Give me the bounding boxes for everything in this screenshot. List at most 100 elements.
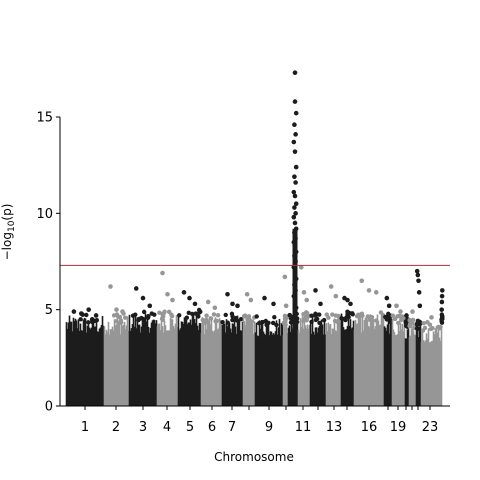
data-point bbox=[313, 288, 318, 293]
x-tick-label: 2 bbox=[112, 420, 120, 435]
data-point bbox=[246, 316, 251, 322]
data-point bbox=[430, 326, 435, 331]
data-point bbox=[90, 318, 95, 323]
data-point bbox=[160, 317, 166, 323]
data-point bbox=[234, 318, 240, 323]
data-point bbox=[212, 305, 218, 311]
data-point bbox=[149, 311, 155, 316]
x-tick-label: 7 bbox=[228, 420, 236, 435]
x-tick-label: 4 bbox=[163, 420, 171, 435]
data-point bbox=[345, 297, 350, 303]
data-point bbox=[288, 316, 294, 321]
data-point bbox=[263, 318, 269, 324]
chromosome-16-points bbox=[353, 278, 386, 406]
data-point bbox=[417, 321, 423, 327]
data-point bbox=[386, 311, 391, 317]
data-point bbox=[147, 303, 153, 309]
y-axis-label: −log10(p) bbox=[0, 204, 17, 261]
data-point bbox=[161, 313, 166, 319]
data-point bbox=[293, 110, 299, 116]
data-point bbox=[79, 311, 84, 316]
data-point bbox=[427, 322, 433, 327]
data-point bbox=[292, 174, 297, 180]
chromosome-22-points bbox=[420, 315, 443, 406]
data-point bbox=[111, 313, 117, 318]
data-point bbox=[94, 317, 100, 323]
data-point bbox=[84, 312, 89, 318]
data-point bbox=[410, 317, 416, 323]
data-point bbox=[184, 315, 190, 320]
data-point bbox=[301, 318, 306, 324]
x-tick-label: 6 bbox=[208, 420, 216, 435]
data-point bbox=[366, 288, 372, 293]
data-point bbox=[360, 313, 365, 318]
data-points bbox=[65, 70, 445, 406]
data-point bbox=[292, 193, 298, 199]
data-point bbox=[378, 310, 384, 315]
data-point bbox=[411, 326, 416, 331]
data-point bbox=[293, 164, 299, 170]
data-point bbox=[315, 316, 320, 322]
data-point bbox=[321, 317, 327, 323]
data-point bbox=[398, 309, 403, 314]
data-point bbox=[230, 314, 235, 319]
data-point bbox=[420, 328, 426, 333]
data-point bbox=[298, 264, 304, 270]
x-tick-label: 5 bbox=[186, 420, 194, 435]
data-point bbox=[165, 291, 170, 297]
x-tick-label: 16 bbox=[361, 420, 378, 435]
data-point bbox=[407, 318, 413, 323]
data-point bbox=[292, 205, 297, 210]
data-point bbox=[390, 313, 396, 318]
data-point bbox=[288, 320, 294, 325]
data-point bbox=[304, 297, 310, 303]
data-point bbox=[287, 312, 292, 318]
data-point bbox=[416, 278, 421, 284]
data-point bbox=[122, 315, 128, 320]
data-point bbox=[292, 149, 298, 154]
data-point bbox=[170, 297, 175, 303]
data-point bbox=[293, 211, 298, 216]
data-point bbox=[386, 303, 392, 309]
data-point bbox=[369, 314, 375, 320]
data-point bbox=[438, 324, 443, 330]
data-point bbox=[309, 313, 314, 318]
chromosome-11-points bbox=[287, 70, 300, 406]
data-point bbox=[414, 326, 420, 331]
data-point bbox=[404, 313, 409, 318]
data-point bbox=[225, 320, 230, 325]
data-point bbox=[421, 320, 426, 326]
data-point bbox=[120, 309, 125, 314]
data-point bbox=[429, 315, 434, 320]
chromosome-18-points bbox=[390, 303, 406, 406]
data-point bbox=[293, 201, 299, 206]
data-point bbox=[204, 313, 209, 318]
x-tick-label: 9 bbox=[265, 420, 273, 435]
data-point bbox=[190, 311, 195, 317]
data-point bbox=[292, 70, 298, 75]
chromosome-14-points bbox=[324, 284, 342, 406]
data-point bbox=[374, 318, 379, 323]
data-point bbox=[115, 314, 121, 319]
y-axis-ticks: 0 5 10 15 bbox=[36, 111, 60, 415]
data-point bbox=[317, 320, 322, 326]
data-point bbox=[414, 268, 420, 274]
chromosome-5-points bbox=[177, 290, 203, 406]
data-point bbox=[208, 316, 214, 321]
y-tick-label: 15 bbox=[36, 111, 53, 126]
data-point bbox=[108, 284, 113, 289]
data-point bbox=[395, 314, 400, 319]
data-point bbox=[225, 291, 230, 297]
data-point bbox=[328, 284, 334, 289]
chromosome-2-points bbox=[103, 284, 130, 406]
data-point bbox=[439, 293, 445, 299]
data-point bbox=[384, 295, 390, 301]
chromosome-13-points bbox=[309, 288, 327, 406]
data-point bbox=[417, 303, 423, 309]
x-tick-label: 11 bbox=[295, 420, 312, 435]
data-point bbox=[270, 320, 276, 326]
data-point bbox=[262, 295, 267, 301]
data-point bbox=[301, 290, 307, 295]
data-point bbox=[187, 295, 192, 301]
